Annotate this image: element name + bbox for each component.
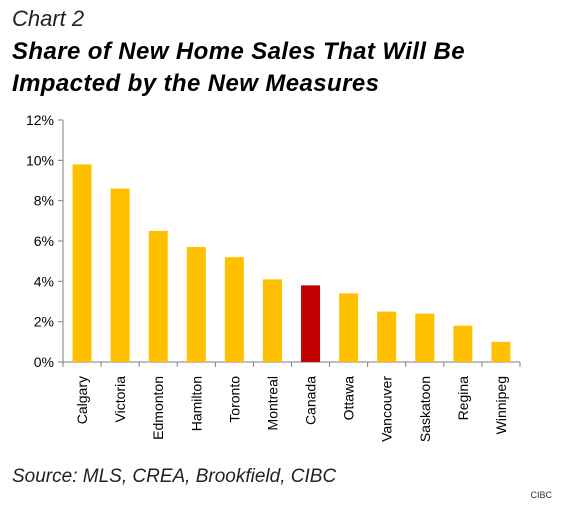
- x-tick-labels: Calgary Victoria Edmonton Hamilton Toronto Mo…: [74, 376, 509, 442]
- x-tick-label: Vancouver: [379, 376, 395, 442]
- y-tick-label: 8%: [34, 193, 54, 209]
- x-axis: [62, 361, 521, 367]
- x-tick-label: Toronto: [226, 376, 242, 423]
- bar-vancouver: [377, 311, 397, 362]
- x-tick-label: Victoria: [112, 376, 128, 423]
- chart-label: Chart 2: [12, 6, 85, 31]
- x-tick-label: Calgary: [74, 376, 90, 424]
- x-tick-label: Edmonton: [150, 376, 166, 440]
- bar-calgary: [72, 164, 92, 362]
- bar-canada: [301, 285, 321, 362]
- bar-winnipeg: [491, 341, 511, 362]
- y-tick-label: 4%: [34, 273, 54, 289]
- source-note: Source: MLS, CREA, Brookfield, CIBC: [12, 466, 337, 487]
- x-tick-label: Ottawa: [341, 376, 357, 421]
- bar-victoria: [110, 188, 130, 362]
- bar-edmonton: [148, 230, 168, 362]
- x-tick-label: Montreal: [264, 376, 280, 430]
- bar-toronto: [224, 257, 244, 362]
- bars: [72, 164, 511, 362]
- credit-watermark: CIBC: [530, 490, 552, 500]
- y-tick-label: 6%: [34, 233, 54, 249]
- x-tick-label: Saskatoon: [417, 376, 433, 442]
- x-tick-label: Hamilton: [188, 376, 204, 431]
- x-tick-label: Canada: [303, 376, 319, 425]
- x-tick-label: Regina: [455, 376, 471, 421]
- bar-montreal: [262, 279, 282, 362]
- y-tick-label: 0%: [34, 354, 54, 370]
- bar-regina: [453, 325, 473, 362]
- bar-saskatoon: [415, 313, 435, 362]
- y-tick-label: 10%: [26, 152, 54, 168]
- bar-ottawa: [339, 293, 359, 362]
- y-tick-label: 2%: [34, 314, 54, 330]
- chart-title: Share of New Home Sales That Will Be Imp…: [12, 38, 465, 97]
- y-axis: 0% 2% 4% 6% 8% 10% 12%: [26, 112, 64, 370]
- y-tick-label: 12%: [26, 112, 54, 128]
- bar-hamilton: [186, 247, 206, 362]
- x-tick-label: Winnipeg: [493, 376, 509, 434]
